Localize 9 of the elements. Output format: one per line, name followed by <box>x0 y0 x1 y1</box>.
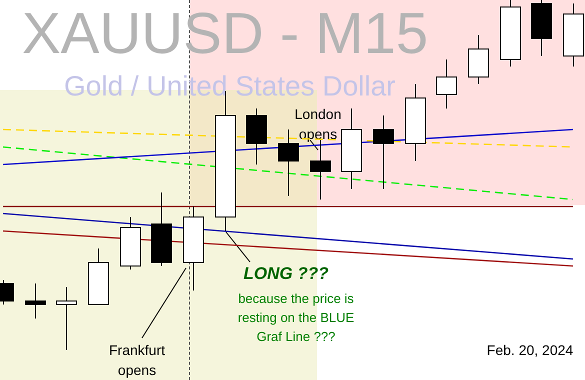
text: Gold / United States Dollar <box>64 70 396 102</box>
annotation: because the price is resting on the BLUE Graf Line ??? <box>236 290 356 346</box>
annotation: London opens <box>294 105 342 144</box>
candlestick <box>436 59 457 109</box>
annotation: Feb. 20, 2024 <box>486 341 574 360</box>
annotation: Frankfurt opens <box>108 341 166 380</box>
chart-title: XAUUSD - M15 <box>22 1 428 66</box>
candlestick <box>278 129 299 196</box>
annotation: LONG ??? <box>242 263 330 285</box>
